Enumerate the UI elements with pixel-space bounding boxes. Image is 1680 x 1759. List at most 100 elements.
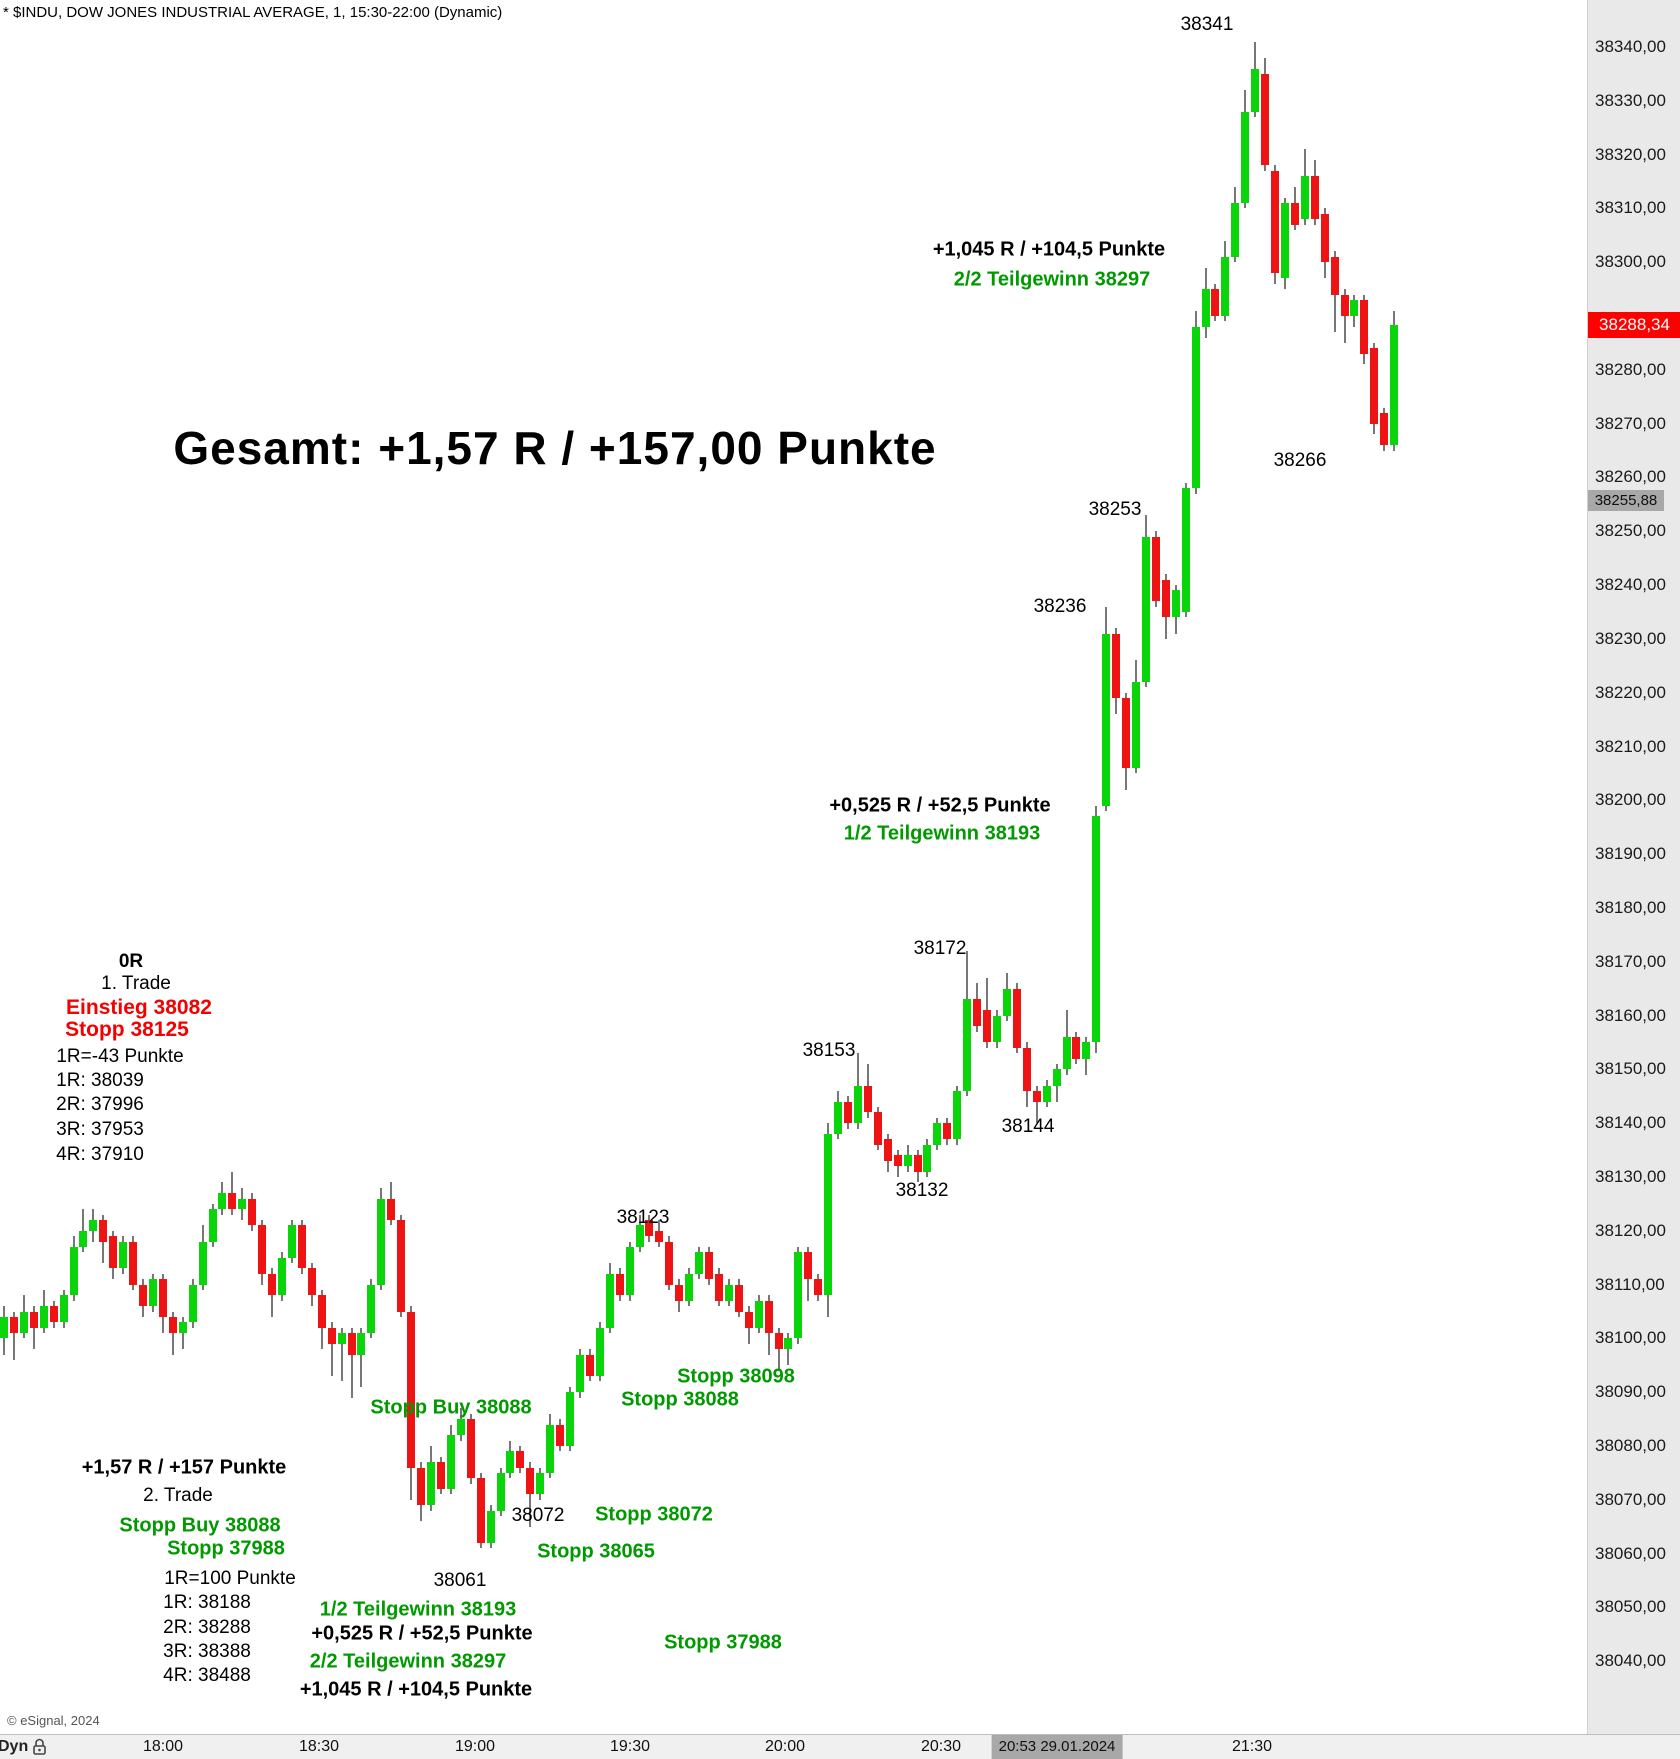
candle-wick (340, 1327, 343, 1382)
candle-body (546, 1424, 555, 1473)
candle-body (129, 1241, 138, 1285)
candle-body (1092, 816, 1101, 1043)
price-tick-label: 38300,00 (1595, 252, 1666, 272)
candle-body (1350, 299, 1359, 317)
candle-body (923, 1144, 932, 1172)
price-tick-label: 38090,00 (1595, 1382, 1666, 1402)
candle-wick (529, 1462, 532, 1527)
price-tick-label: 38270,00 (1595, 413, 1666, 433)
price-tick-label: 38140,00 (1595, 1113, 1666, 1133)
candle-body (1002, 988, 1011, 1016)
candle-body (1201, 289, 1210, 327)
trade-annotation: 0R (118, 951, 144, 972)
candle-body (1022, 1047, 1031, 1091)
price-tick-label: 38070,00 (1595, 1489, 1666, 1509)
time-axis[interactable]: Dyn 18:00 18:30 19:00 19:30 20:00 20:30 20:53 … (0, 1734, 1680, 1759)
candle-body (1310, 176, 1319, 220)
candle-body (804, 1252, 813, 1280)
candle-body (556, 1424, 565, 1447)
candle-wick (1035, 1085, 1038, 1124)
candle-body (446, 1435, 455, 1490)
candle-body (1052, 1069, 1061, 1086)
candle-wick (181, 1316, 184, 1350)
candle-body (19, 1311, 28, 1334)
price-label: 38144 (1001, 1116, 1055, 1137)
candle-body (824, 1133, 833, 1296)
candle-wick (360, 1327, 363, 1387)
candle-body (853, 1085, 862, 1124)
candle-body (228, 1193, 237, 1210)
trade-annotation: 4R: 37910 (56, 1144, 144, 1165)
candle-body (506, 1451, 515, 1473)
candle-body (973, 999, 982, 1027)
trade-annotation: 3R: 37953 (56, 1119, 144, 1140)
candle-body (268, 1273, 277, 1296)
candle-body (1191, 326, 1200, 489)
candle-body (1082, 1042, 1091, 1059)
trade-annotation: 1R=100 Punkte (164, 1568, 296, 1589)
candle-body (1271, 170, 1280, 273)
trade-annotation: Einstieg 38082 (66, 996, 212, 1019)
trade-annotation: 1/2 Teilgewinn 38193 (319, 1598, 517, 1621)
candle-body (695, 1252, 704, 1274)
candle-body (139, 1284, 148, 1307)
candle-body (1261, 73, 1270, 166)
candle-body (1062, 1037, 1071, 1070)
candle-body (347, 1333, 356, 1355)
candle-body (536, 1472, 545, 1495)
price-tick-label: 38260,00 (1595, 467, 1666, 487)
candle-body (615, 1273, 624, 1296)
candle-body (1390, 324, 1399, 446)
current-time-marker: 20:53 29.01.2024 (991, 1735, 1123, 1759)
trade-annotation: Stopp 38072 (595, 1503, 713, 1526)
price-tick-label: 38250,00 (1595, 521, 1666, 541)
time-tick-label: 19:00 (454, 1738, 496, 1755)
candle-body (566, 1392, 574, 1447)
candle-body (496, 1472, 505, 1511)
candle-body (1251, 68, 1260, 112)
candle-body (724, 1284, 733, 1301)
candle-body (983, 1010, 992, 1043)
candle-wick (777, 1327, 780, 1371)
candle-body (764, 1300, 773, 1334)
candle-body (685, 1273, 694, 1301)
candle-body (605, 1273, 614, 1328)
candle-body (1320, 213, 1329, 263)
trade-annotation: 2/2 Teilgewinn 38297 (953, 268, 1151, 291)
candle-body (1161, 579, 1170, 618)
time-tick-label: 20:30 (920, 1738, 962, 1755)
candle-body (69, 1246, 78, 1296)
candle-body (834, 1101, 843, 1134)
candle-wick (330, 1322, 333, 1377)
candle-body (526, 1467, 535, 1495)
lock-icon[interactable] (32, 1738, 47, 1756)
candle-body (1132, 681, 1141, 769)
candle-body (1181, 488, 1190, 612)
candle-wick (82, 1209, 85, 1253)
candle-body (436, 1462, 445, 1490)
candle-body (317, 1295, 326, 1328)
time-tick-label: 18:30 (298, 1738, 340, 1755)
candle-wick (1343, 289, 1346, 343)
candle-body (208, 1209, 217, 1242)
candle-body (585, 1354, 594, 1377)
candle-body (784, 1338, 793, 1350)
candle-body (367, 1284, 376, 1334)
candle-body (903, 1155, 912, 1167)
candle-body (943, 1123, 952, 1140)
candlestick-plot-area[interactable]: Gesamt: +1,57 R / +157,00 Punkte +1,045 R… (0, 0, 1587, 1734)
dyn-mode-button[interactable]: Dyn (0, 1738, 29, 1755)
candle-body (794, 1252, 803, 1339)
trade-annotation: Stopp 38125 (65, 1018, 189, 1041)
price-tick-label: 38040,00 (1595, 1651, 1666, 1671)
candle-body (883, 1139, 892, 1161)
trade-annotation: 3R: 38388 (163, 1641, 251, 1662)
candle-body (863, 1085, 872, 1113)
price-tick-label: 38280,00 (1595, 359, 1666, 379)
price-axis[interactable]: 38340,00 38330,00 38320,00 38310,00 38300,00… (1587, 0, 1680, 1734)
candle-body (1300, 176, 1309, 220)
candle-body (1231, 203, 1240, 257)
candle-body (397, 1220, 406, 1312)
trade-annotation: Gesamt: +1,57 R / +157,00 Punkte (173, 422, 937, 474)
candle-body (248, 1198, 257, 1226)
